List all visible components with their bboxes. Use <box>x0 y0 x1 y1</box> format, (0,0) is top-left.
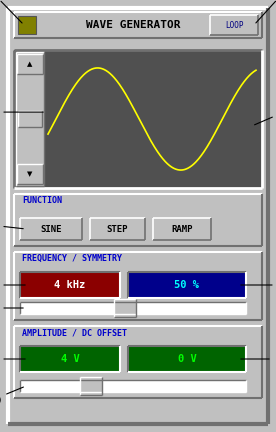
Text: (11): (11) <box>0 387 23 404</box>
Bar <box>20 380 246 392</box>
Bar <box>114 299 136 317</box>
Text: AMPLITUDE / DC OFFSET: AMPLITUDE / DC OFFSET <box>22 328 127 337</box>
Text: RAMP: RAMP <box>171 225 193 234</box>
Bar <box>14 252 262 320</box>
Text: (3): (3) <box>0 108 43 117</box>
Bar <box>17 54 43 74</box>
Text: LOOP: LOOP <box>225 20 243 29</box>
Bar <box>18 111 42 127</box>
Bar <box>210 15 258 35</box>
Bar <box>153 218 211 240</box>
Text: (10): (10) <box>241 355 276 363</box>
Bar <box>14 194 262 246</box>
Text: 50 %: 50 % <box>174 280 200 290</box>
Bar <box>20 346 120 372</box>
Bar <box>20 218 82 240</box>
Bar <box>14 50 262 188</box>
Text: SINE: SINE <box>40 225 62 234</box>
Text: FREQUENCY / SYMMETRY: FREQUENCY / SYMMETRY <box>22 254 122 263</box>
Bar <box>18 16 36 34</box>
Text: 4 kHz: 4 kHz <box>54 280 86 290</box>
Text: STEP: STEP <box>107 225 128 234</box>
Bar <box>20 272 120 298</box>
Text: (2): (2) <box>256 0 276 23</box>
Text: (5): (5) <box>0 221 23 230</box>
Bar <box>14 326 262 398</box>
Text: (9): (9) <box>0 355 25 363</box>
Text: 4 V: 4 V <box>61 354 79 364</box>
Bar <box>90 218 145 240</box>
Bar <box>128 346 246 372</box>
Text: (6): (6) <box>0 280 25 289</box>
Bar <box>16 52 44 186</box>
Text: (4): (4) <box>254 108 276 125</box>
Text: (7): (7) <box>241 280 276 289</box>
Text: 0 V: 0 V <box>178 354 197 364</box>
Bar <box>14 12 262 38</box>
Text: (1): (1) <box>0 0 22 23</box>
Bar <box>17 164 43 184</box>
Bar <box>128 272 246 298</box>
Text: ▲: ▲ <box>27 61 33 67</box>
Bar <box>20 302 246 314</box>
Text: ▼: ▼ <box>27 171 33 177</box>
Text: (8): (8) <box>0 304 23 312</box>
Bar <box>80 377 102 395</box>
Text: WAVE GENERATOR: WAVE GENERATOR <box>86 20 180 30</box>
Text: FUNCTION: FUNCTION <box>22 196 62 205</box>
